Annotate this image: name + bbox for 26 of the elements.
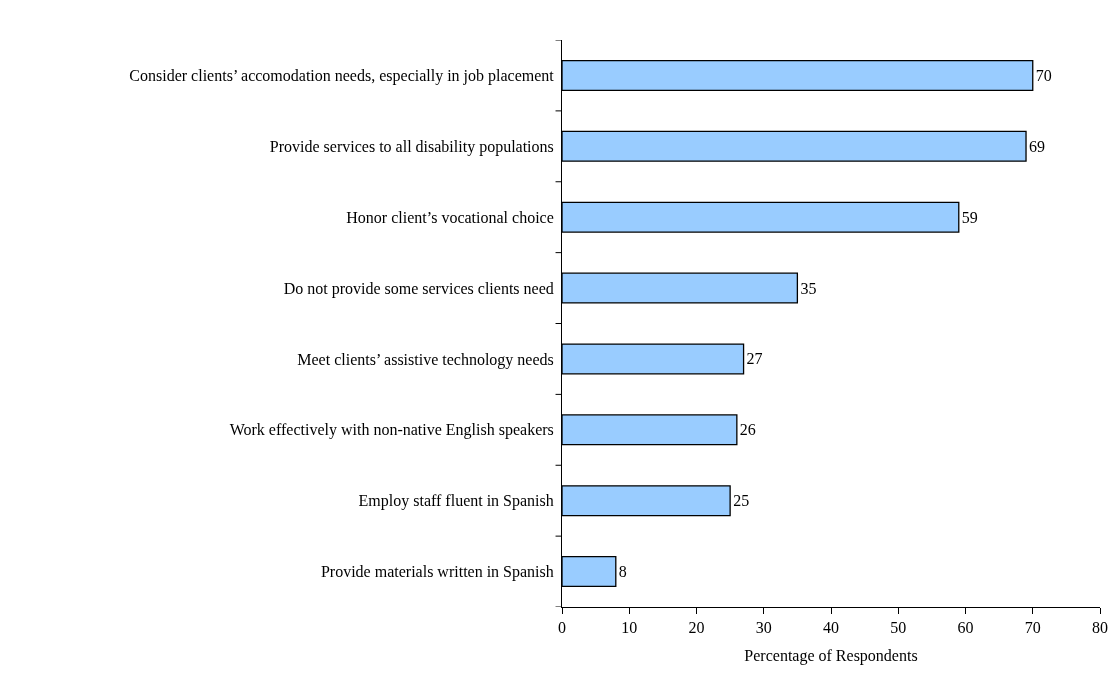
y-tick-label: Honor client’s vocational choice [346,208,554,226]
y-tick-label: Work effectively with non-native English speakers [229,421,554,440]
data-label: 25 [733,492,750,510]
x-tick-label: 50 [890,619,907,637]
x-tick-label: 10 [621,619,638,637]
x-tick-label: 80 [1092,619,1108,637]
x-tick-label: 30 [755,619,772,637]
y-tick-label: Do not provide some services clients need [283,279,554,298]
data-label: 26 [739,421,756,439]
y-tick-label: Provide materials written in Spanish [320,563,554,582]
x-axis-title: Percentage of Respondents [744,646,918,665]
x-tick-label: 70 [1024,619,1041,637]
data-label: 35 [800,279,817,297]
y-tick-label: Meet clients’ assistive technology needs [297,350,554,369]
x-tick-label: 60 [957,619,974,637]
data-label: 8 [618,563,627,581]
x-tick-label: 40 [823,619,839,637]
data-label: 27 [746,350,763,368]
data-label: 59 [961,208,978,226]
x-tick-label: 20 [688,619,705,637]
data-label: 69 [1029,137,1046,155]
x-tick-label: 0 [558,619,566,637]
y-tick-label: Consider clients’ accomodation needs, especially in job placement [129,67,555,86]
y-tick-label: Employ staff fluent in Spanish [358,492,554,511]
data-label: 70 [1035,66,1052,84]
y-tick-label: Provide services to all disability populations [269,137,554,156]
